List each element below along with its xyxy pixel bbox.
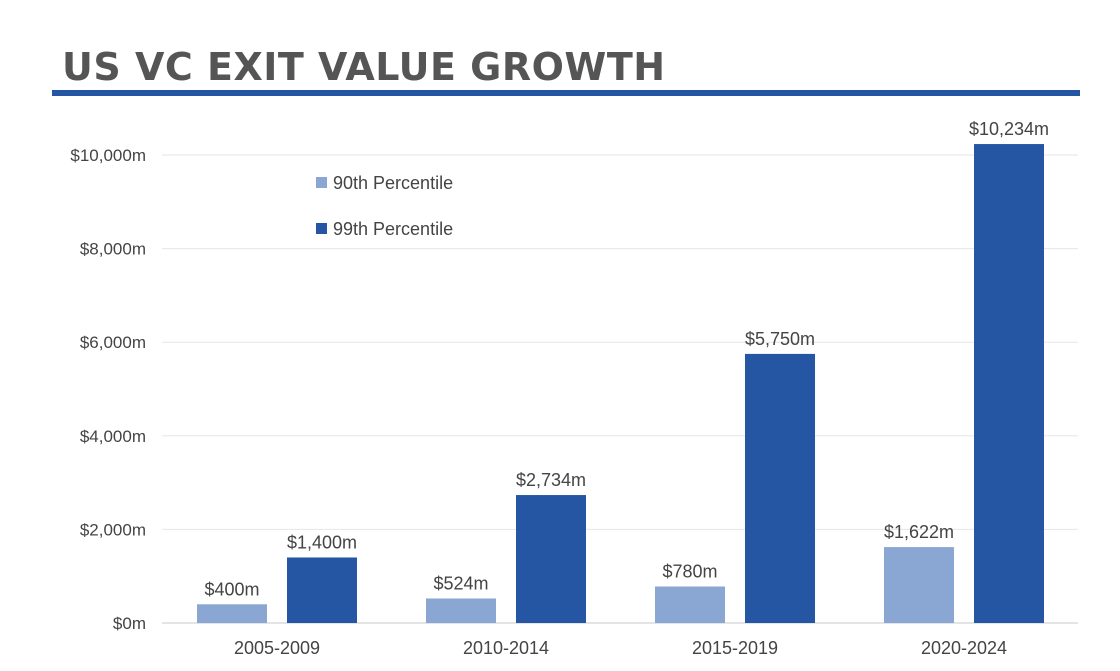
data-label: $524m [433, 573, 488, 593]
data-label: $780m [662, 561, 717, 581]
data-label: $5,750m [745, 329, 815, 349]
bar [655, 586, 725, 623]
legend-swatch [316, 223, 327, 234]
x-tick-label: 2010-2014 [463, 638, 549, 658]
bars [197, 144, 1044, 623]
data-labels: $400m $1,400m $524m $2,734m $780m $5,750m $1,6… [204, 119, 1049, 599]
legend-swatch [316, 177, 327, 188]
x-tick-label: 2015-2019 [692, 638, 778, 658]
x-axis-tick-labels: 2005-2009 2010-2014 2015-2019 2020-2024 [234, 638, 1007, 658]
bar [426, 598, 496, 623]
x-tick-label: 2005-2009 [234, 638, 320, 658]
y-tick-label: $0m [113, 614, 146, 633]
data-label: $1,622m [884, 522, 954, 542]
chart-title: US VC EXIT VALUE GROWTH [62, 45, 666, 89]
legend-label: 99th Percentile [333, 219, 453, 239]
bar [516, 495, 586, 623]
bar [287, 557, 357, 623]
x-tick-label: 2020-2024 [921, 638, 1007, 658]
y-axis-tick-labels: $0m $2,000m $4,000m $6,000m $8,000m $10,000m [70, 146, 146, 633]
y-tick-label: $4,000m [80, 427, 146, 446]
data-label: $2,734m [516, 470, 586, 490]
y-tick-label: $10,000m [70, 146, 146, 165]
y-tick-label: $2,000m [80, 520, 146, 539]
data-label: $400m [204, 579, 259, 599]
bar [884, 547, 954, 623]
legend: 90th Percentile 99th Percentile [316, 173, 453, 239]
bar [745, 353, 815, 623]
data-label: $1,400m [287, 532, 357, 552]
title-underline [52, 90, 1080, 96]
bar [974, 144, 1044, 623]
y-tick-label: $6,000m [80, 333, 146, 352]
y-tick-label: $8,000m [80, 240, 146, 259]
data-label: $10,234m [969, 119, 1049, 139]
bar [197, 604, 267, 623]
legend-label: 90th Percentile [333, 173, 453, 193]
